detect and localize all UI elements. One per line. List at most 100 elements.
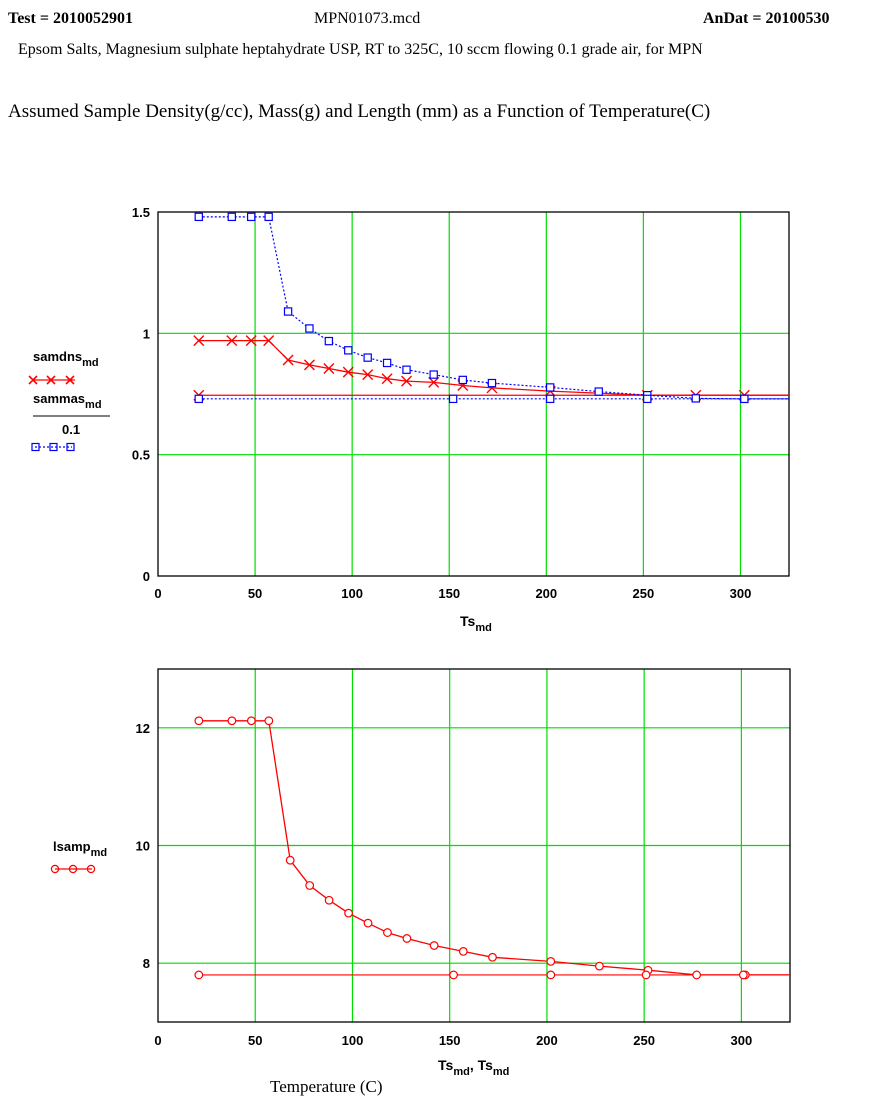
legend-samdns-label: samdnsmd — [33, 349, 99, 369]
c1-ytick-0: 0 — [143, 569, 150, 584]
c1-series-1-point-5 — [305, 324, 314, 333]
c1-series-1-point-7 — [344, 346, 353, 355]
density-mass-chart: 00.511.5 0 50 100 150 200 250 300 Tsmd samdnsm… — [28, 205, 790, 634]
c1-series-1-point-22 — [740, 394, 749, 404]
c1-series-0-point-9 — [381, 373, 393, 385]
legend-sammas-marker-3 — [66, 442, 75, 452]
test-prefix: Test = — [8, 10, 53, 27]
c1-series-0-point-5 — [303, 359, 315, 371]
chart2-legend: lsampmd — [50, 839, 107, 874]
c1-xtick-0: 0 — [154, 586, 161, 601]
chart2-xlabel-sub2: md — [493, 1066, 510, 1078]
file-name: MPN01073.mcd — [314, 10, 421, 27]
c1-series-0-point-4 — [282, 354, 294, 366]
c2-ytick-8: 8 — [143, 956, 150, 971]
legend-lsamp-marker-3 — [86, 864, 96, 874]
c2-series-0-point-1 — [227, 716, 237, 726]
legend-sammas-sub: md — [85, 399, 102, 411]
andat-value: 20100530 — [765, 10, 830, 27]
chart2-x-axis-title: Tsmd, Tsmd — [438, 1057, 509, 1078]
c1-series-0 — [193, 335, 789, 401]
c2-series-0-point-11 — [429, 941, 439, 950]
c1-series-0-point-0 — [193, 335, 205, 347]
chart2-xlabel-main1: Ts — [438, 1057, 454, 1073]
c1-series-1-point-0 — [194, 212, 203, 222]
c1-series-1-point-4 — [283, 307, 293, 316]
c1-series-1-point-1 — [227, 212, 236, 222]
c2-series-0-point-9 — [383, 928, 392, 937]
legend-sammas-marker-2 — [49, 442, 58, 452]
legend-samdns-swatch — [28, 375, 75, 385]
c2-series-0-point-3 — [264, 716, 274, 726]
c1-series-0-point-8 — [362, 369, 374, 381]
test-number: Test = 2010052901 — [8, 10, 133, 28]
c1-ytick-0.5: 0.5 — [132, 448, 150, 463]
andat-prefix: AnDat = — [703, 10, 766, 27]
c1-series-1-point-6 — [324, 336, 334, 346]
c2-series-0-point-12 — [458, 947, 468, 956]
c1-series-1-point-12 — [458, 375, 468, 385]
c1-series-1 — [194, 212, 789, 404]
legend-samdns-markers — [28, 375, 75, 385]
c2-series-0-point-13 — [488, 952, 497, 962]
c2-series-0-point-7 — [344, 908, 353, 918]
c2-series-0-point-21 — [641, 970, 651, 980]
c2-xtick-300: 300 — [731, 1033, 753, 1048]
c2-xtick-200: 200 — [536, 1033, 558, 1048]
c1-series-1-point-19 — [448, 394, 458, 404]
legend-lsamp-sub: md — [91, 847, 108, 859]
chart1-grid — [158, 212, 789, 576]
legend-lsamp-label: lsampmd — [53, 839, 107, 859]
c1-xtick-300: 300 — [730, 586, 752, 601]
c2-ytick-12: 12 — [136, 721, 150, 736]
legend-sammas-main: sammas — [33, 391, 85, 406]
c2-series-0-point-5 — [305, 881, 315, 890]
chart1-y-ticks: 0 0.5 1 1.5 — [132, 205, 150, 584]
analysis-date: AnDat = 20100530 — [703, 10, 829, 28]
c2-series-0-point-10 — [402, 934, 412, 943]
c2-series-0-point-22 — [738, 970, 748, 980]
chart1-x-ticks: 0 50 100 150 200 250 300 — [154, 586, 751, 601]
c2-xtick-0: 0 — [154, 1033, 161, 1048]
legend-lsamp-marker-1 — [50, 864, 60, 874]
c2-series-0-line — [198, 720, 790, 976]
c2-series-0-point-4 — [285, 855, 295, 865]
c1-series-0-point-6 — [323, 363, 335, 375]
chart2-xlabel-main2: Ts — [478, 1057, 494, 1073]
c2-xtick-50: 50 — [248, 1033, 262, 1048]
chart1-xlabel-sub: md — [475, 622, 492, 634]
c1-series-1-point-14 — [545, 383, 555, 392]
c1-series-1-point-15 — [594, 387, 603, 396]
legend-lsamp-main: lsamp — [53, 839, 91, 854]
c2-series-0-point-0 — [194, 716, 204, 726]
c2-xtick-100: 100 — [342, 1033, 364, 1048]
chart2-xlabel-sep: , — [470, 1057, 478, 1073]
experiment-description: Epsom Salts, Magnesium sulphate heptahyd… — [18, 41, 703, 58]
c2-series-0-point-17 — [692, 970, 702, 980]
c1-series-1-line — [198, 216, 789, 400]
chart2-y-ticks: 8 10 12 — [136, 721, 150, 971]
chart2-grid — [158, 669, 790, 1022]
c1-xtick-100: 100 — [341, 586, 363, 601]
c2-series-0-point-8 — [363, 918, 373, 928]
page-heading: Assumed Sample Density(g/cc), Mass(g) an… — [8, 101, 711, 122]
c1-series-0-point-1 — [226, 335, 238, 347]
c1-ytick-1: 1 — [143, 326, 150, 341]
c2-series-0 — [194, 716, 790, 980]
legend-lsamp-marker-2 — [68, 864, 78, 874]
c1-series-1-point-10 — [402, 365, 411, 374]
c1-series-1-point-11 — [429, 370, 438, 379]
c1-xtick-250: 250 — [633, 586, 655, 601]
c2-series-0-point-14 — [546, 957, 556, 966]
c2-series-0-point-2 — [246, 716, 256, 726]
c2-xtick-250: 250 — [633, 1033, 655, 1048]
c1-xtick-50: 50 — [248, 586, 262, 601]
c1-ytick-1.5: 1.5 — [132, 205, 150, 220]
chart2-x-ticks: 0 50 100 150 200 250 300 — [154, 1033, 752, 1048]
legend-lsamp-swatch — [50, 864, 96, 874]
temperature-label: Temperature (C) — [270, 1077, 383, 1096]
c1-series-0-point-11 — [428, 376, 440, 388]
c2-series-0-point-20 — [546, 970, 556, 980]
